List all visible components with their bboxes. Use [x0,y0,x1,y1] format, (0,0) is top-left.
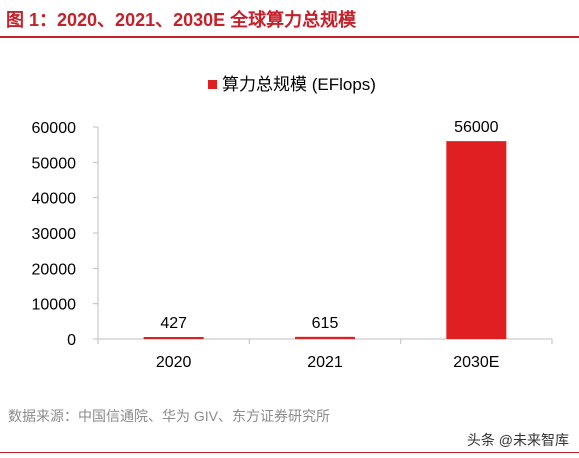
source-note: 数据来源：中国信通院、华为 GIV、东方证券研究所 [8,408,331,424]
data-label: 615 [312,315,339,332]
legend-label: 算力总规模 (EFlops) [222,75,376,94]
y-axis: 0 10000 20000 30000 40000 50000 60000 [32,120,99,349]
y-tick-label: 20000 [32,261,77,278]
bar [446,141,507,339]
y-tick-label: 60000 [32,120,77,137]
data-label: 56000 [454,119,499,136]
y-tick-label: 50000 [32,155,77,172]
bar [295,336,355,339]
legend-swatch [208,80,217,89]
bar-chart: 算力总规模 (EFlops) 0 10000 20000 30000 40000 5000… [32,75,553,371]
x-tick-label: 2020 [156,354,192,371]
bar-series [143,141,507,339]
x-tick-label: 2030E [453,354,499,371]
y-tick-label: 30000 [32,226,77,243]
watermark: 头条 @未来智库 [466,432,569,448]
y-tick-label: 40000 [32,191,77,208]
bar [143,337,204,339]
title-divider [0,36,579,38]
chart-legend: 算力总规模 (EFlops) [208,75,376,94]
x-axis: 2020 2021 2030E [97,338,553,371]
figure-title: 图 1：2020、2021、2030E 全球算力总规模 [6,10,357,30]
bottom-divider [0,452,579,453]
data-label: 427 [160,315,187,332]
data-labels: 427 615 56000 [160,119,498,332]
y-tick-label: 0 [67,332,76,349]
x-tick-label: 2021 [307,354,343,371]
y-tick-label: 10000 [32,297,77,314]
